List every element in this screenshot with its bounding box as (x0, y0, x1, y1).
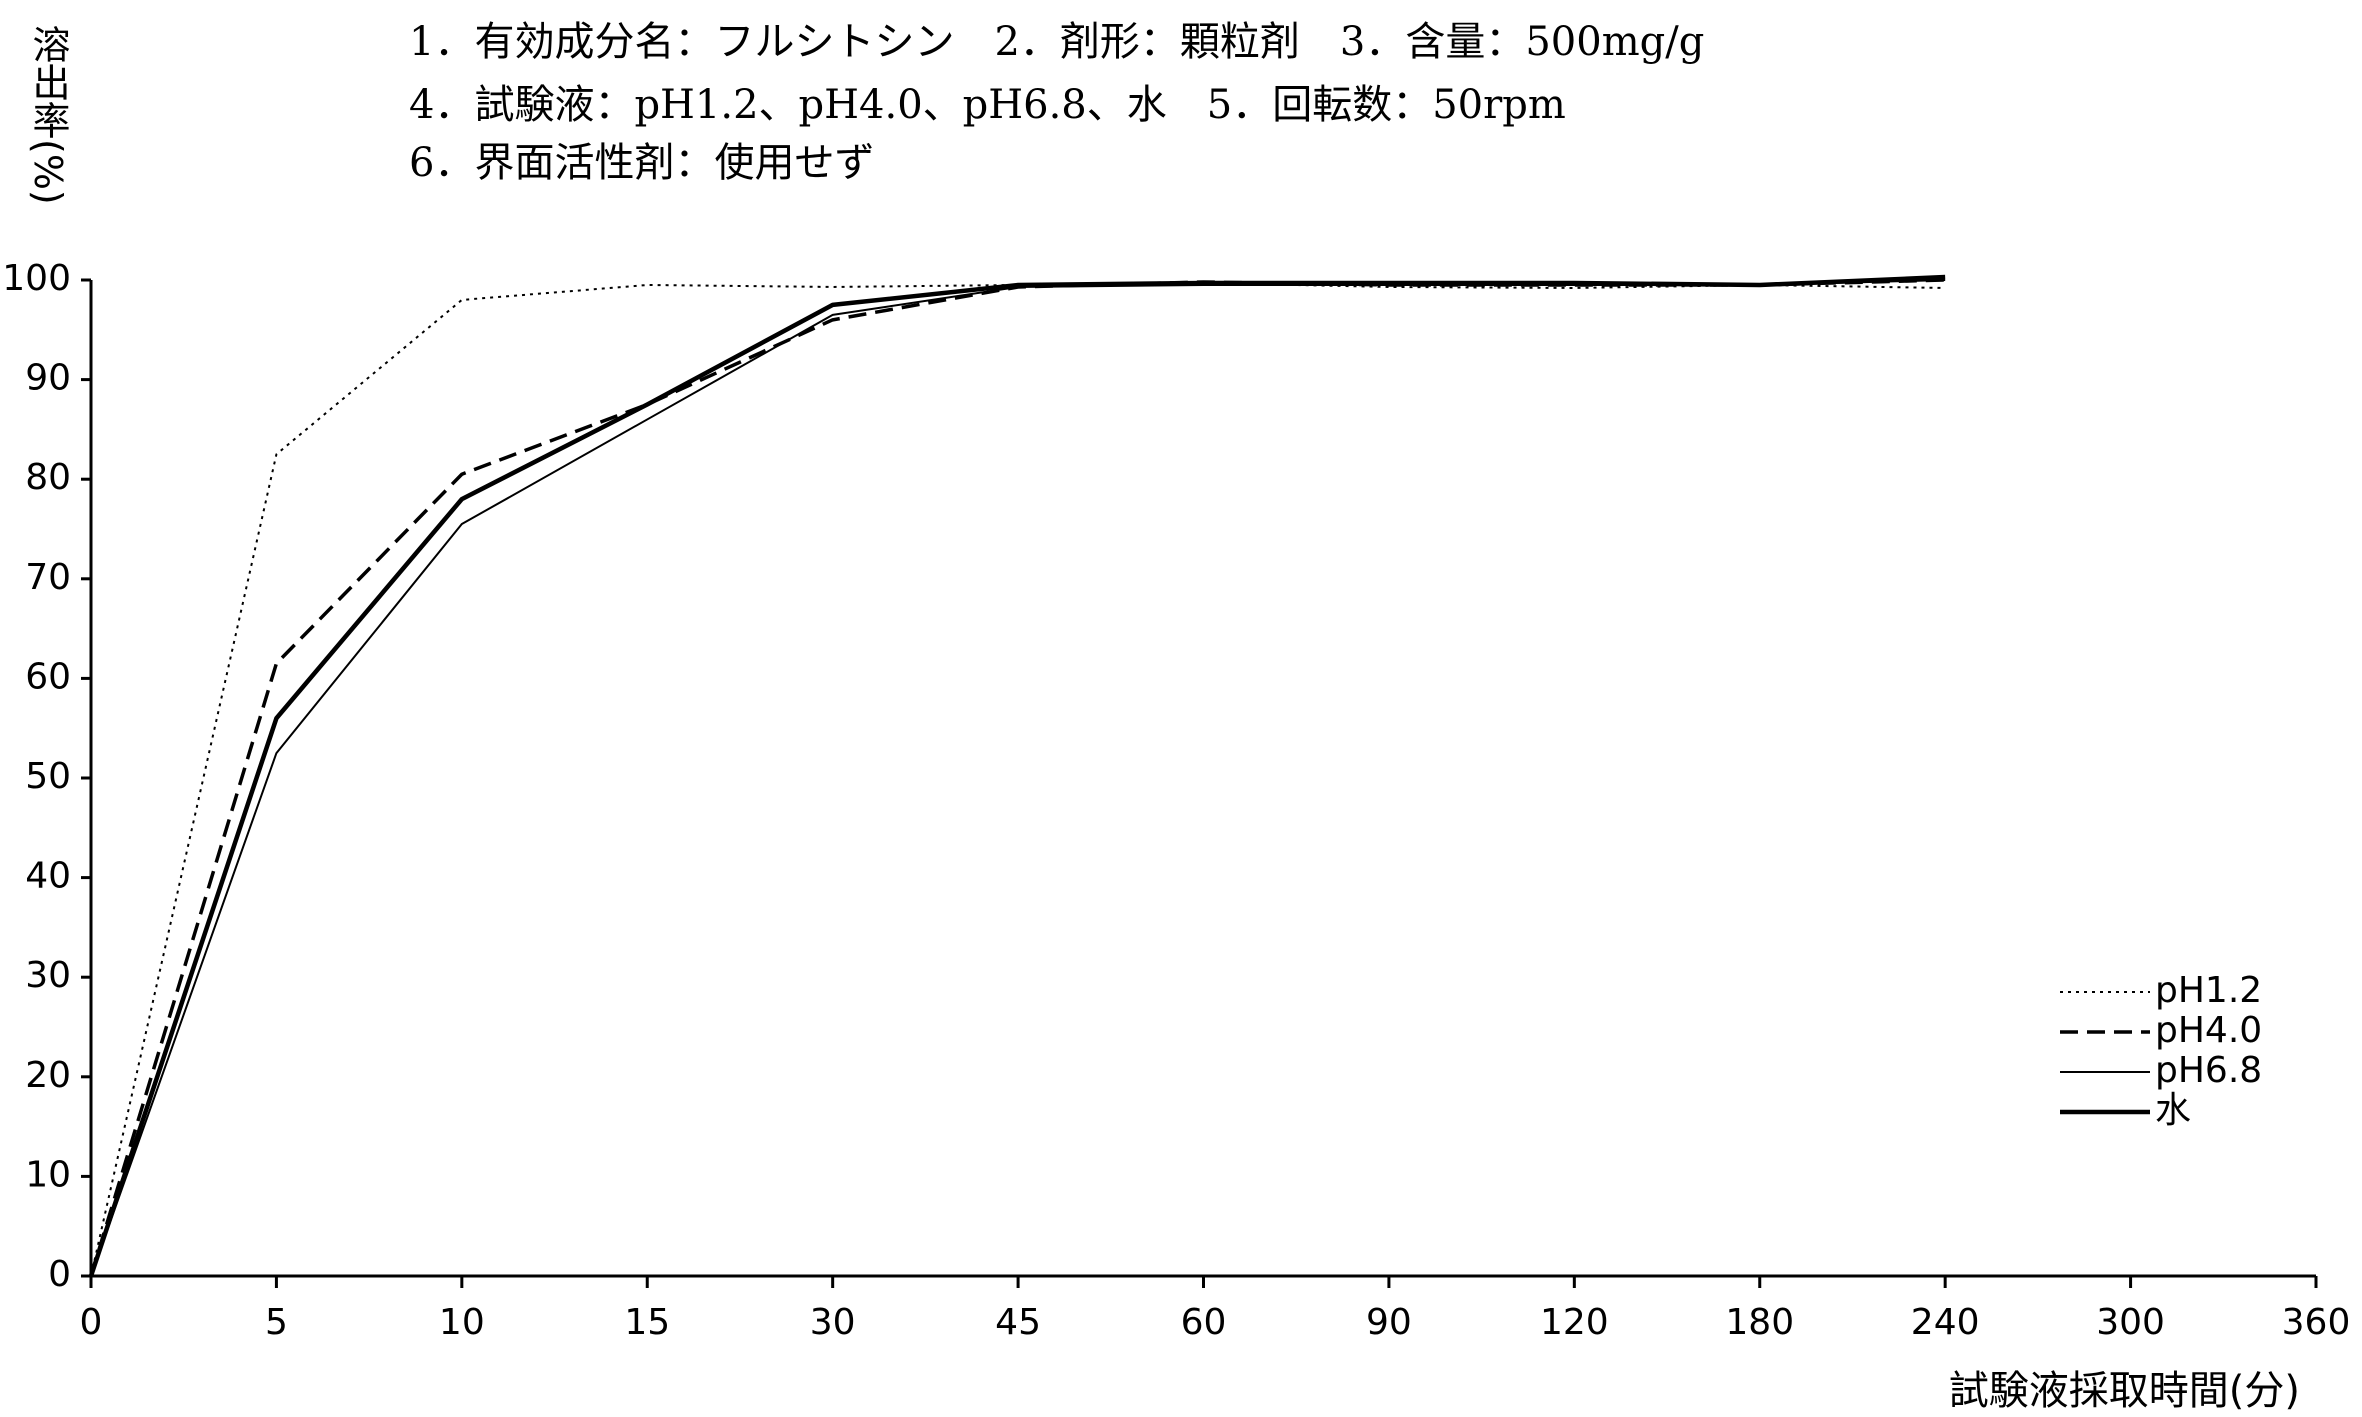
y-tick-label: 30 (25, 955, 71, 996)
x-tick-label: 180 (1725, 1302, 1794, 1343)
y-tick-label: 20 (25, 1055, 71, 1096)
y-tick-label: 40 (25, 856, 71, 897)
legend-label: pH1.2 (2155, 970, 2262, 1011)
x-tick-label: 0 (80, 1302, 103, 1343)
note: 4．試験液：pH1.2、pH4.0、pH6.8、水 5．回転数：50rpm (409, 82, 1566, 128)
note: 1．有効成分名：フルシトシン 2．剤形：顆粒剤 3．含量：500mg/g (409, 19, 1704, 65)
x-tick-label: 30 (810, 1302, 856, 1343)
note: 6．界面活性剤：使用せず (409, 140, 874, 186)
x-tick-label: 240 (1911, 1302, 1980, 1343)
y-tick-label: 50 (25, 756, 71, 797)
series-line (90, 279, 1946, 1277)
y-axis-label: 溶出率(%) (26, 25, 70, 205)
x-tick-label: 10 (439, 1302, 485, 1343)
x-tick-label: 60 (1181, 1302, 1227, 1343)
y-tick-label: 70 (25, 557, 71, 598)
y-tick-label: 0 (48, 1254, 71, 1295)
series-line (90, 281, 1946, 1277)
series-line (88, 274, 1946, 1277)
x-tick-label: 45 (995, 1302, 1041, 1343)
y-tick-label: 90 (25, 358, 71, 399)
x-tick-label: 360 (2282, 1302, 2351, 1343)
y-tick-label: 60 (25, 656, 71, 697)
series-line (89, 278, 1946, 1277)
y-tick-label: 100 (2, 258, 71, 299)
legend-label: 水 (2155, 1090, 2191, 1131)
y-tick-label: 10 (25, 1154, 71, 1195)
x-tick-label: 15 (624, 1302, 670, 1343)
x-tick-label: 120 (1540, 1302, 1609, 1343)
x-tick-label: 90 (1366, 1302, 1412, 1343)
legend-label: pH6.8 (2155, 1050, 2262, 1091)
legend-label: pH4.0 (2155, 1010, 2262, 1051)
y-tick-label: 80 (25, 457, 71, 498)
x-tick-label: 5 (265, 1302, 288, 1343)
x-tick-label: 300 (2096, 1302, 2165, 1343)
x-axis-label: 試験液採取時間(分) (1949, 1368, 2300, 1414)
